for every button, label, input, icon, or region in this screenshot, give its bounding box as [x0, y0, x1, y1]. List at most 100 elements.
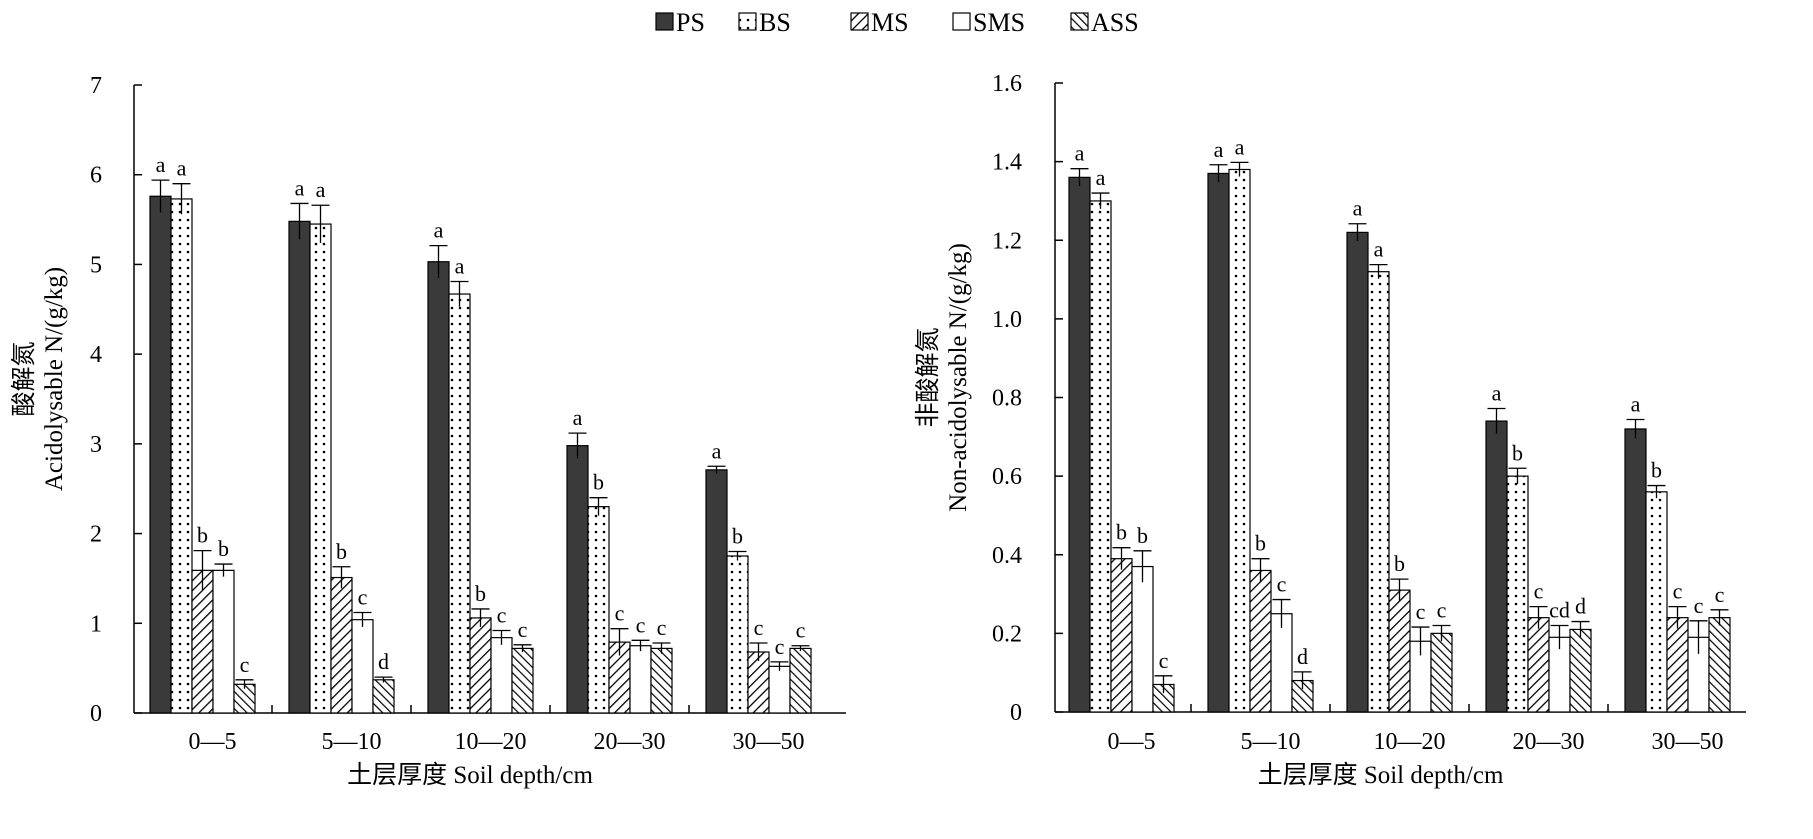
bar-ms: [747, 651, 770, 714]
significance-letter: c: [796, 618, 806, 643]
legend-label-sms: SMS: [973, 8, 1025, 37]
bar-bs: [587, 506, 610, 714]
bar-bs: [1228, 168, 1251, 713]
bar-ass: [789, 647, 812, 714]
significance-letter: c: [754, 615, 764, 640]
non-acidolysable-n-chart: 0 0.2 0.4 0.6 0.8 1.0 1.2 1.4 1.6 0—5 5—10 10—20 20—…: [914, 71, 1746, 789]
significance-letter: d: [378, 649, 389, 674]
x-category-label: 30—50: [733, 729, 805, 755]
significance-letter: b: [1137, 523, 1148, 548]
significance-letter: a: [1214, 137, 1224, 162]
legend: PS BS MS SMS ASS: [655, 8, 1139, 37]
bar-ms: [1388, 589, 1411, 713]
bar-bs: [1367, 271, 1390, 713]
y-tick-label: 0.2: [992, 621, 1022, 647]
x-category-label: 10—20: [1374, 729, 1446, 755]
bar-bs: [170, 198, 193, 714]
bar-ps: [566, 445, 589, 714]
legend-swatch-sms: [952, 12, 971, 31]
bar-ass: [1708, 617, 1731, 713]
legend-label-bs: BS: [759, 8, 791, 37]
significance-letter: c: [1673, 579, 1683, 604]
significance-letter: a: [573, 405, 583, 430]
legend-swatch-bs: [738, 12, 757, 31]
y-axis-title-en: Acidolysable N/(g/kg): [41, 267, 68, 491]
significance-letter: b: [1394, 551, 1405, 576]
significance-letter: c: [1277, 572, 1287, 597]
significance-letter: a: [177, 156, 187, 181]
bar-ass: [511, 647, 534, 714]
bar-ass: [1569, 628, 1592, 713]
significance-letter: c: [1416, 599, 1426, 624]
bar-ps: [1624, 428, 1647, 713]
bar-ps: [705, 469, 728, 714]
bar-ass: [1430, 632, 1453, 713]
significance-letter: c: [358, 585, 368, 610]
y-tick-label: 2: [90, 522, 102, 548]
significance-letter: a: [455, 253, 465, 278]
x-category-label: 5—10: [322, 729, 382, 755]
y-tick-label: 0: [90, 701, 102, 727]
y-axis-title-en: Non-acidolysable N/(g/kg): [945, 243, 972, 512]
y-tick-label: 1.6: [992, 71, 1022, 97]
bar-ms: [1666, 617, 1689, 713]
significance-letter: a: [1492, 381, 1502, 406]
y-tick-label: 1.2: [992, 228, 1022, 254]
significance-letter: cd: [1549, 598, 1570, 623]
significance-letter: b: [336, 539, 347, 564]
significance-letter: c: [240, 652, 250, 677]
bar-ms: [1249, 569, 1272, 713]
significance-letter: c: [1159, 648, 1169, 673]
bar-ps: [1485, 420, 1508, 713]
y-tick-label: 0.4: [992, 543, 1022, 569]
x-category-label: 5—10: [1241, 729, 1301, 755]
significance-letter: a: [1631, 392, 1641, 417]
y-tick-label: 4: [90, 342, 102, 368]
bar-sms: [212, 569, 235, 714]
bar-ms: [330, 576, 353, 714]
bar-bs: [448, 293, 471, 714]
y-tick-label: 1.4: [992, 150, 1022, 176]
significance-letter: b: [1116, 520, 1127, 545]
legend-label-ms: MS: [871, 8, 909, 37]
x-category-label: 20—30: [594, 729, 666, 755]
bar-sms: [351, 619, 374, 714]
significance-letter: c: [775, 634, 785, 659]
significance-letter: b: [218, 536, 229, 561]
bar-ps: [1207, 172, 1230, 713]
significance-letter: d: [1297, 644, 1308, 669]
bar-sms: [1131, 565, 1154, 713]
y-axis-title-cn: 酸解氮: [10, 341, 38, 416]
significance-letter: c: [497, 602, 507, 627]
x-category-label: 0—5: [1108, 729, 1156, 755]
significance-letter: a: [1235, 134, 1245, 159]
legend-label-ass: ASS: [1091, 8, 1139, 37]
bar-ms: [1110, 558, 1133, 713]
significance-letter: b: [1651, 458, 1662, 483]
x-category-label: 20—30: [1513, 729, 1585, 755]
x-category-label: 10—20: [455, 729, 527, 755]
bar-ass: [650, 647, 673, 714]
y-tick-label: 5: [90, 252, 102, 278]
significance-letter: a: [156, 152, 166, 177]
bar-ms: [1527, 617, 1550, 713]
significance-letter: a: [434, 218, 444, 243]
bar-sms: [1270, 613, 1293, 713]
significance-letter: b: [732, 524, 743, 549]
y-tick-label: 1: [90, 611, 102, 637]
y-tick-label: 0: [1010, 700, 1022, 726]
y-tick-label: 0.8: [992, 386, 1022, 412]
bar-bs: [1645, 491, 1668, 713]
significance-letter: a: [1353, 196, 1363, 221]
bar-bs: [1506, 475, 1529, 713]
significance-letter: b: [593, 470, 604, 495]
x-category-label: 0—5: [189, 729, 237, 755]
legend-swatch-ps: [655, 12, 674, 31]
significance-letter: c: [1534, 579, 1544, 604]
significance-letter: c: [636, 612, 646, 637]
significance-letter: c: [615, 601, 625, 626]
bar-ps: [1068, 176, 1091, 713]
significance-letter: c: [657, 615, 667, 640]
